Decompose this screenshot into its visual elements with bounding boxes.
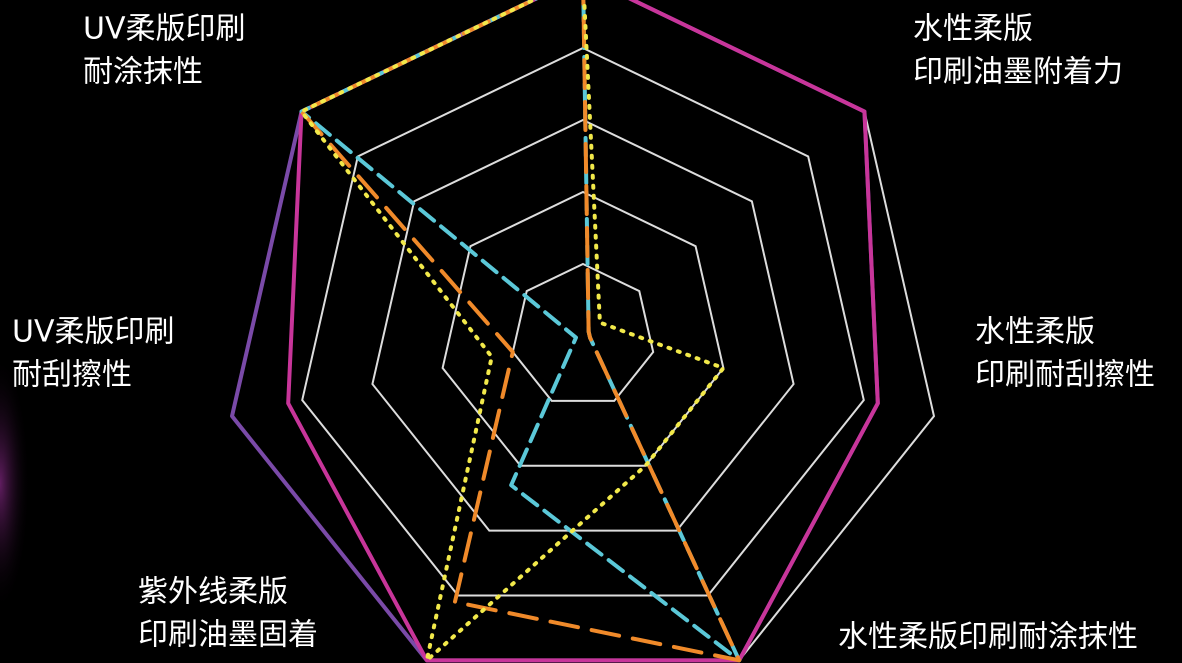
smoke-decoration [0, 150, 120, 663]
axis-label: 印刷耐刮擦性 [975, 358, 1155, 393]
grid-ring [441, 190, 725, 467]
axis-label: 水性柔版 [913, 12, 1033, 47]
axis-label: UV柔版印刷 [12, 315, 174, 350]
grid-ring [301, 46, 865, 597]
axis-label: 印刷油墨附着力 [913, 55, 1123, 90]
grid-ring [511, 262, 655, 402]
series-line [299, 0, 742, 663]
axis-label: 耐刮擦性 [12, 358, 132, 393]
axis-label: 水性柔版 [975, 315, 1095, 350]
axis-label: 紫外线柔版 [138, 575, 288, 610]
axis-label: 水性柔版印刷耐涂抹性 [838, 620, 1138, 655]
axis-label: UV柔版印刷 [83, 12, 245, 47]
series-line [286, 0, 880, 663]
series-line [299, 0, 726, 663]
grid-ring [371, 118, 795, 532]
axis-label: 印刷油墨固着 [138, 618, 318, 653]
axis-label: 耐涂抹性 [83, 55, 203, 90]
